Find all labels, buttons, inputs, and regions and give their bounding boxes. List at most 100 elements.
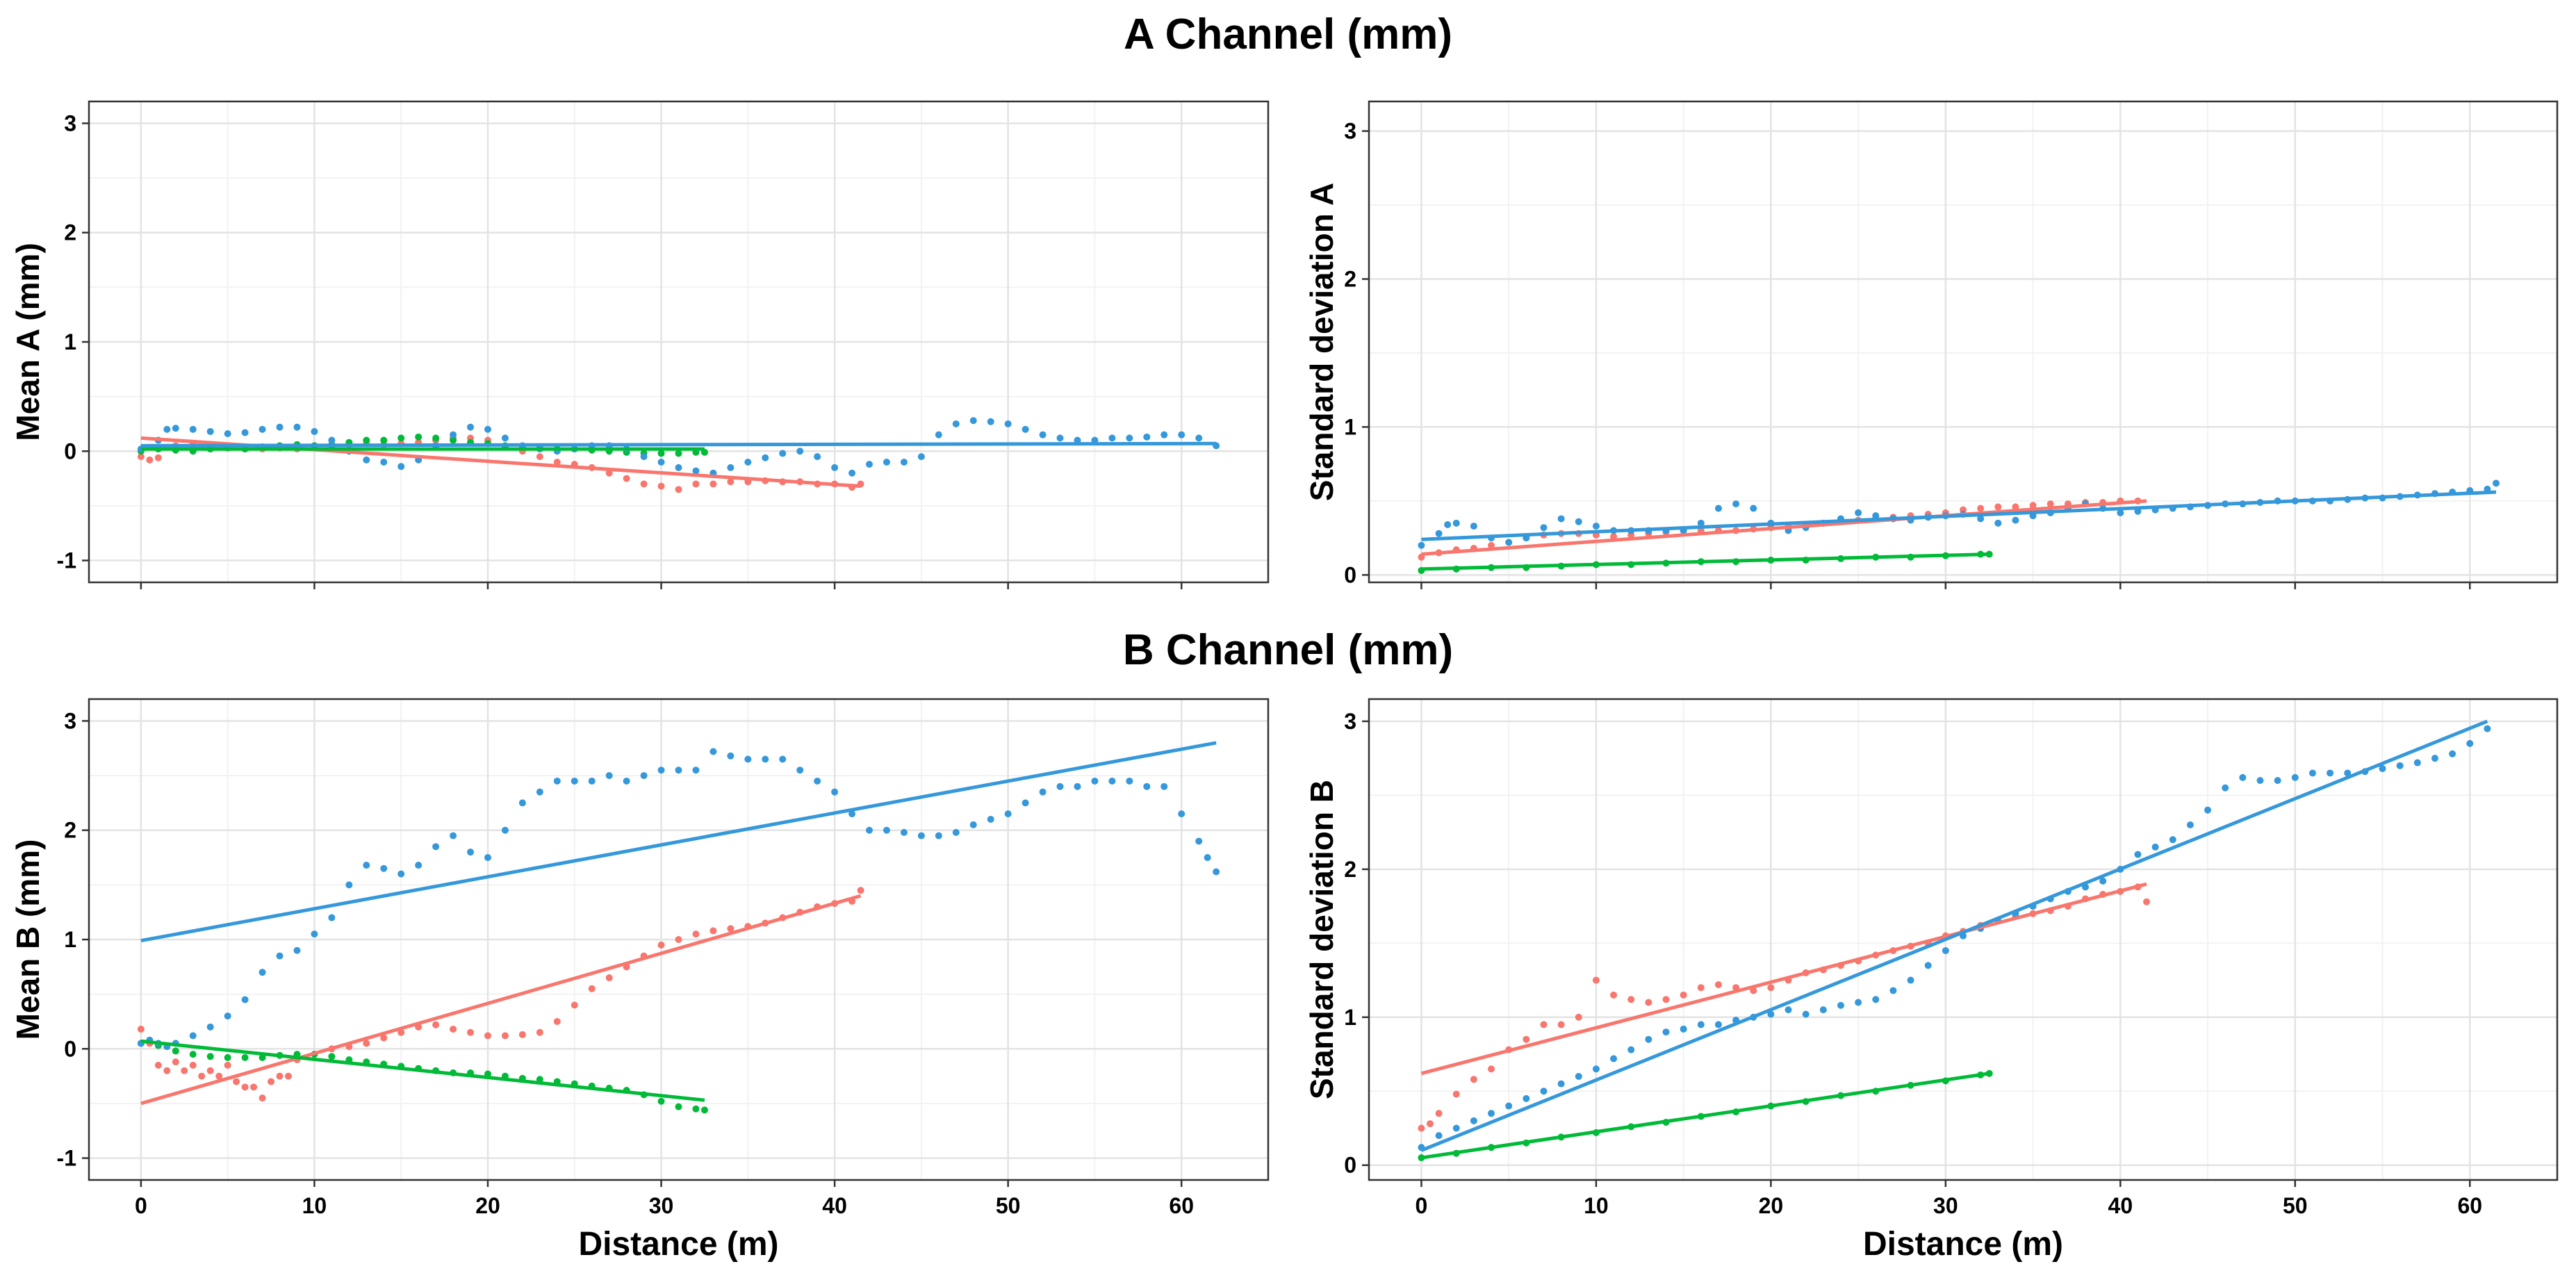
data-point-red [163,1067,171,1074]
data-point-blue [935,431,942,438]
data-point-blue [640,772,648,780]
y-tick-label: 1 [1344,414,1356,439]
data-point-red [1714,981,1722,988]
data-point-red [137,1025,145,1033]
data-point-blue [1837,1001,1844,1009]
data-point-blue [1697,519,1705,527]
data-point-blue [588,777,596,785]
trend-line-blue [1421,490,2497,541]
data-point-blue [1435,530,1443,537]
data-point-green [259,1053,266,1061]
data-point-blue [1195,434,1203,442]
data-point-blue [1204,854,1211,862]
data-point-blue [1452,1124,1460,1132]
x-tick-label: 60 [1169,1193,1194,1218]
x-axis-title: Distance (m) [578,1226,778,1263]
data-point-red [657,941,665,949]
data-point-red [675,936,682,943]
trend-line-green [1421,552,1990,571]
data-point-blue [969,821,977,828]
data-point-blue [1889,987,1897,994]
data-point-red [857,887,864,894]
data-point-blue [1680,1025,1687,1033]
data-point-blue [224,1012,231,1020]
data-point-blue [224,430,231,438]
data-point-blue [1435,1132,1443,1140]
data-point-blue [571,777,578,785]
data-point-blue [1470,523,1477,530]
trend-line-red [1421,499,2147,557]
data-point-blue [1418,541,1425,549]
plot-border [1368,100,2559,584]
data-point-red [206,1067,214,1074]
x-tick-label: 50 [996,1193,1021,1218]
data-point-blue [1213,868,1220,876]
y-tick-label: 3 [1344,709,1356,734]
data-point-red [1662,996,1670,1003]
data-point-blue [900,828,908,836]
data-point-red [1977,505,1985,512]
data-point-blue [206,1023,214,1031]
x-tick-label: 50 [2283,1193,2308,1218]
data-point-blue [2379,765,2386,773]
data-point-red [154,454,162,461]
data-point-blue [1924,962,1932,969]
plot-background [1369,699,2557,1180]
plot-background [1369,101,2557,582]
x-tick-label: 20 [475,1193,500,1218]
data-point-blue [1022,799,1029,807]
y-tick-label: 0 [64,438,76,464]
data-point-blue [1004,420,1012,427]
data-point-blue [1074,782,1081,790]
data-point-blue [1178,431,1186,438]
data-point-green [328,1053,336,1060]
data-point-blue [518,799,526,807]
data-point-blue [1575,1072,1582,1080]
data-point-blue [623,777,630,785]
data-point-blue [1977,515,1985,523]
data-point-blue [2492,479,2500,487]
data-point-red [1435,1110,1443,1117]
data-point-red [215,1072,223,1080]
data-point-blue [328,436,336,444]
data-point-blue [259,425,266,433]
data-point-blue [380,864,388,872]
data-point-blue [1488,1110,1495,1117]
data-point-blue [311,427,318,435]
y-tick-label: 1 [64,329,76,354]
data-point-red [727,478,735,486]
data-point-blue [1039,788,1047,796]
data-point-red [224,1061,231,1069]
data-point-blue [1819,1006,1827,1014]
y-tick-label: 0 [1344,562,1356,587]
data-point-red [450,1025,457,1033]
data-point-blue [814,777,821,785]
data-point-red [1488,541,1495,549]
data-point-red [233,1078,240,1085]
data-point-blue [1592,1065,1600,1073]
data-point-blue [1505,1102,1513,1110]
plot-border [1368,698,2559,1181]
y-tick-label: 0 [64,1036,76,1061]
data-point-blue [553,777,561,785]
data-point-blue [2327,769,2334,777]
data-point-blue [744,459,752,466]
y-tick-label: 3 [64,110,76,136]
data-point-blue [1523,1094,1530,1102]
data-point-blue [1714,1021,1722,1028]
data-point-red [553,459,561,466]
y-tick-label: -1 [57,1146,76,1171]
x-tick-label: 40 [2108,1193,2133,1218]
data-point-red [484,1032,491,1040]
data-point-red [172,1058,179,1066]
y-tick-label: 2 [1344,857,1356,882]
data-point-blue [1575,518,1582,525]
data-point-blue [848,810,856,818]
data-point-red [363,1040,370,1047]
data-point-blue [1022,425,1029,433]
data-point-blue [2274,777,2281,785]
data-point-blue [1855,999,1862,1006]
data-point-red [1645,999,1652,1006]
data-point-blue [276,952,284,960]
trend-line-blue [140,441,1217,448]
